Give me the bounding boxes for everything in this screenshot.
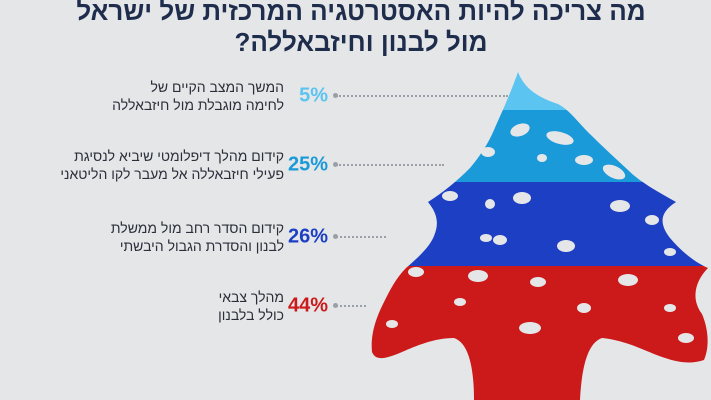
- connector-2-dot: [333, 162, 338, 167]
- connector-4-dot: [333, 303, 338, 308]
- chart-title-line2: מול לבנון וחיזבאללה?: [234, 27, 488, 57]
- answer-3-label: קידום הסדר רחב מול ממשלת לבנון והסדרת הג…: [54, 219, 284, 255]
- answer-3-label-line1: קידום הסדר רחב מול ממשלת: [110, 220, 284, 236]
- connector-4: [336, 305, 366, 307]
- connector-2: [336, 164, 444, 166]
- answer-row-1: 5% המשך המצב הקיים של לחימה מוגבלת מול ח…: [70, 71, 340, 121]
- answer-2-label: קידום מהלך דיפלומטי שיביא לנסיגת פעילי ח…: [54, 147, 284, 183]
- answer-1-label-line2: לחימה מוגבלת מול חיזבאללה: [112, 97, 284, 113]
- answer-4-label-line2: כולל בלבנון: [218, 307, 284, 323]
- connector-1-dot: [333, 93, 338, 98]
- tree-band-light-blue: [371, 72, 709, 110]
- cedar-tree-chart: [371, 72, 709, 400]
- tree-band-royal-blue: [371, 182, 709, 266]
- connector-3: [336, 236, 386, 238]
- answer-3-percent: 26%: [287, 225, 328, 248]
- chart-title: מה צריכה להיות האסטרטגיה המרכזית של ישרא…: [30, 0, 692, 58]
- chart-title-line1: מה צריכה להיות האסטרטגיה המרכזית של ישרא…: [76, 0, 646, 26]
- connector-1: [336, 95, 508, 97]
- connector-3-dot: [333, 234, 338, 239]
- answer-2-label-line2: פעילי חיזבאללה אל מעבר לקו הליטאני: [60, 166, 284, 182]
- answer-1-percent: 5%: [299, 84, 328, 107]
- answer-row-2: 25% קידום מהלך דיפלומטי שיביא לנסיגת פעי…: [60, 140, 340, 190]
- answer-1-label-line1: המשך המצב הקיים של: [150, 79, 284, 95]
- answer-2-label-line1: קידום מהלך דיפלומטי שיביא לנסיגת: [74, 148, 284, 164]
- answer-3-label-line2: לבנון והסדרת הגבול היבשתי: [119, 238, 284, 254]
- tree-band-mid-blue: [371, 110, 709, 182]
- answer-row-4: 44% מהלך צבאי כולל בלבנון: [70, 281, 340, 331]
- answer-row-3: 26% קידום הסדר רחב מול ממשלת לבנון והסדר…: [70, 212, 340, 262]
- answer-2-percent: 25%: [287, 153, 328, 176]
- answer-1-label: המשך המצב הקיים של לחימה מוגבלת מול חיזב…: [54, 78, 284, 114]
- answer-4-percent: 44%: [287, 294, 328, 317]
- answer-4-label: מהלך צבאי כולל בלבנון: [54, 288, 284, 324]
- tree-holes: [386, 123, 694, 343]
- answer-4-label-line1: מהלך צבאי: [218, 289, 284, 305]
